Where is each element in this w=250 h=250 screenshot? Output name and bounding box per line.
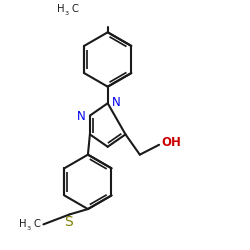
Text: N: N [77, 110, 86, 122]
Text: H: H [57, 4, 64, 14]
Text: N: N [112, 96, 121, 109]
Text: H: H [18, 219, 26, 229]
Text: 3: 3 [26, 226, 30, 231]
Text: OH: OH [162, 136, 182, 149]
Text: S: S [64, 215, 73, 229]
Text: 3: 3 [64, 11, 68, 16]
Text: C: C [71, 4, 78, 14]
Text: C: C [33, 219, 40, 229]
